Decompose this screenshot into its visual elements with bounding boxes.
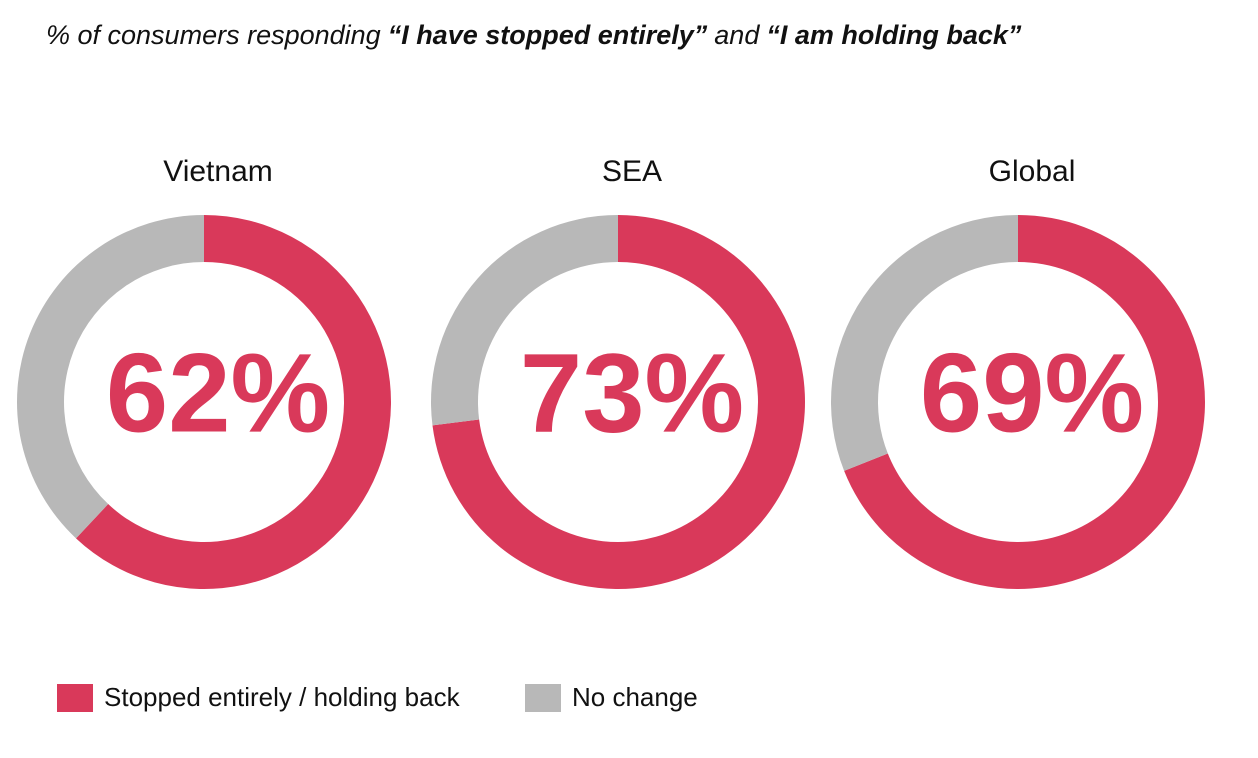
- legend-swatch: [525, 684, 561, 712]
- title-part: and: [714, 20, 760, 50]
- legend-label: Stopped entirely / holding back: [104, 682, 461, 712]
- center-label: 69%: [920, 331, 1144, 456]
- title-part: “I have stopped entirely”: [387, 20, 708, 50]
- legend-label: No change: [572, 682, 698, 712]
- title-part: “I am holding back”: [766, 20, 1022, 50]
- donut-title: Vietnam: [163, 155, 273, 188]
- donut-segment: [16, 214, 205, 539]
- chart-title: % of consumers responding “I have stopped…: [46, 20, 1028, 51]
- center-label: 62%: [106, 331, 330, 456]
- donut-title: Global: [989, 155, 1076, 188]
- donut-segment: [430, 215, 618, 426]
- donut-segment: [830, 215, 1018, 471]
- title-part: % of consumers responding: [46, 20, 381, 50]
- legend-swatch: [57, 684, 93, 712]
- center-label: 73%: [520, 331, 744, 456]
- donut-segment: [75, 215, 391, 589]
- donut-title: SEA: [602, 155, 662, 188]
